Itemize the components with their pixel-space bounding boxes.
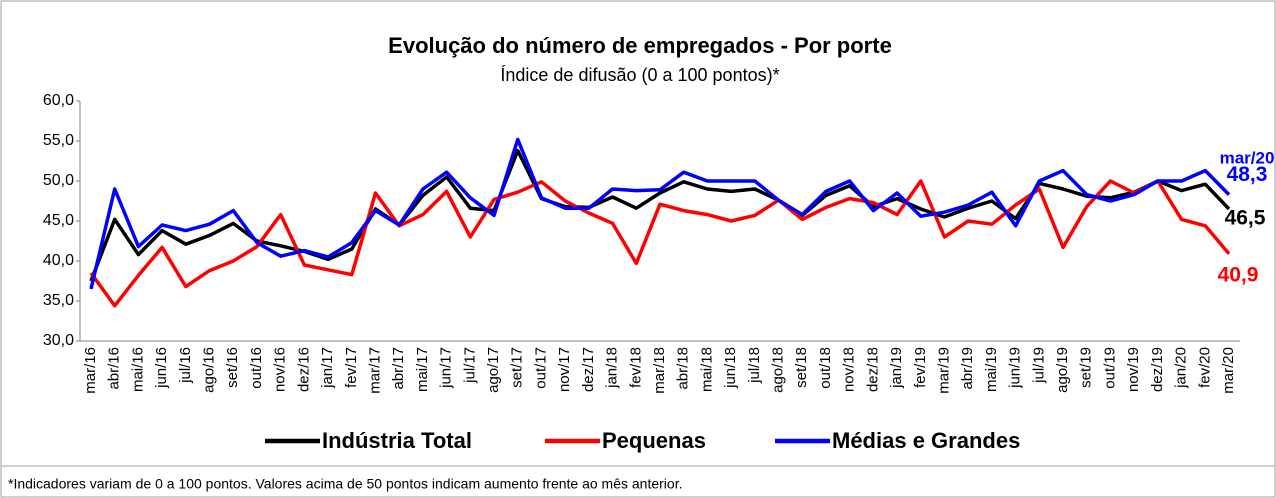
x-tick-label: mai/18: [698, 347, 715, 392]
footnote: *Indicadores variam de 0 a 100 pontos. V…: [8, 476, 682, 492]
x-tick-label: jan/17: [319, 347, 336, 389]
x-tick-label: abr/17: [390, 347, 407, 390]
x-tick-label: out/18: [817, 347, 834, 389]
series-line: [89, 179, 1231, 308]
x-tick-label: abr/16: [106, 347, 123, 390]
x-tick-label: dez/18: [864, 347, 881, 392]
legend-label: Pequenas: [602, 428, 706, 453]
x-tick-label: mar/18: [651, 347, 668, 394]
x-tick-label: jun/18: [722, 347, 739, 389]
x-tick-label: mar/17: [366, 347, 383, 394]
series-line: [89, 137, 1231, 290]
x-tick-label: dez/19: [1149, 347, 1166, 392]
x-tick-label: jun/16: [153, 347, 170, 389]
x-tick-label: jul/17: [461, 347, 478, 384]
x-tick-label: abr/18: [675, 347, 692, 390]
x-tick-label: abr/19: [959, 347, 976, 390]
x-tick-label: dez/17: [580, 347, 597, 392]
x-tick-label: mai/17: [414, 347, 431, 392]
y-tick-label: 60,0: [43, 92, 74, 109]
x-tick-label: mar/20: [1220, 347, 1237, 394]
y-tick-label: 45,0: [43, 212, 74, 229]
value-label: 46,5: [1225, 207, 1266, 230]
x-tick-label: set/16: [224, 347, 241, 388]
x-tick-label: ago/18: [770, 347, 787, 393]
x-tick-label: mai/16: [129, 347, 146, 392]
x-tick-label: fev/20: [1196, 347, 1213, 388]
x-tick-label: mar/19: [935, 347, 952, 394]
value-label: 40,9: [1218, 263, 1259, 286]
y-tick-label: 40,0: [43, 252, 74, 269]
annotation: mar/20: [1220, 148, 1275, 167]
x-tick-label: fev/17: [343, 347, 360, 388]
x-tick-label: out/17: [532, 347, 549, 389]
y-tick-label: 30,0: [43, 332, 74, 349]
x-tick-label: nov/18: [841, 347, 858, 392]
x-tick-label: ago/17: [485, 347, 502, 393]
y-tick-label: 55,0: [43, 132, 74, 149]
x-tick-label: jun/19: [1007, 347, 1024, 389]
x-tick-label: ago/19: [1054, 347, 1071, 393]
y-tick-label: 50,0: [43, 172, 74, 189]
x-tick-label: ago/16: [201, 347, 218, 393]
x-tick-label: mar/16: [82, 347, 99, 394]
value-label: 48,3: [1227, 163, 1268, 186]
x-tick-label: nov/16: [272, 347, 289, 392]
chart-subtitle: Índice de difusão (0 a 100 pontos)*: [500, 65, 779, 85]
x-tick-label: out/19: [1101, 347, 1118, 389]
x-tick-label: jul/16: [177, 347, 194, 384]
legend-label: Médias e Grandes: [832, 428, 1020, 453]
x-tick-label: jul/19: [1030, 347, 1047, 384]
y-tick-label: 35,0: [43, 292, 74, 309]
x-tick-label: out/16: [248, 347, 265, 389]
x-tick-label: nov/17: [556, 347, 573, 392]
x-tick-label: mai/19: [983, 347, 1000, 392]
x-tick-label: set/18: [793, 347, 810, 388]
x-tick-label: fev/18: [627, 347, 644, 388]
chart-title: Evolução do número de empregados - Por p…: [388, 33, 892, 58]
x-tick-label: dez/16: [295, 347, 312, 392]
legend-label: Indústria Total: [322, 428, 472, 453]
x-tick-label: jan/18: [604, 347, 621, 389]
x-tick-label: jan/19: [888, 347, 905, 389]
x-tick-label: fev/19: [912, 347, 929, 388]
x-tick-label: jun/17: [438, 347, 455, 389]
x-tick-label: nov/19: [1125, 347, 1142, 392]
x-tick-label: set/19: [1078, 347, 1095, 388]
x-tick-label: set/17: [509, 347, 526, 388]
x-tick-label: jan/20: [1173, 347, 1190, 389]
x-tick-label: jul/18: [746, 347, 763, 384]
